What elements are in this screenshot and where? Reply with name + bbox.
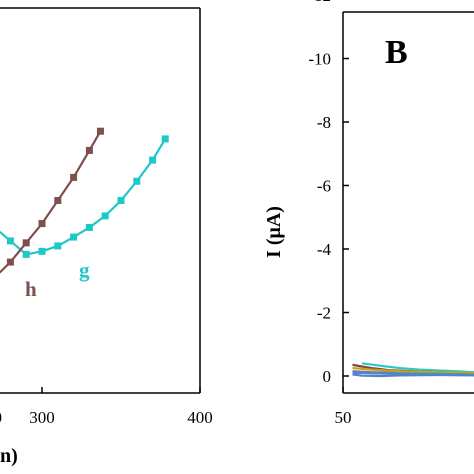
panel-b-series-line-1 bbox=[361, 362, 474, 375]
panel-b-y-tick-label: -8 bbox=[317, 113, 331, 132]
panel-a-data-point bbox=[6, 237, 14, 245]
panel-a-tick-label-fragment: 0 bbox=[0, 408, 2, 427]
panel-a-data-point bbox=[117, 197, 125, 204]
panel-a-data-point bbox=[85, 223, 93, 231]
panel-a-data-point bbox=[149, 156, 157, 164]
panel-a-data-point bbox=[161, 135, 169, 143]
panel-b-y-tick-label: -10 bbox=[308, 50, 331, 69]
panel-b-series-line-0 bbox=[352, 373, 474, 378]
panel-b-letter: B bbox=[385, 34, 408, 71]
panel-a-data-point bbox=[85, 146, 93, 154]
panel-a-data-point bbox=[54, 242, 62, 250]
panel-b-ylabel: I (μA) bbox=[263, 206, 285, 258]
panel-a-series-line-h bbox=[0, 130, 102, 274]
panel-a-xlabel-fragment: n) bbox=[0, 445, 18, 467]
panel-a-data-point bbox=[38, 220, 46, 228]
annotation-g: g bbox=[79, 258, 90, 282]
panel-b-y-tick-label: -6 bbox=[317, 177, 331, 196]
panel-b: -12 -10 -8 -6 -4 -2 0 50 B I (μA) bbox=[263, 0, 474, 427]
panel-b-y-tick-label: 0 bbox=[323, 367, 332, 386]
panel-b-x-tick-label: 50 bbox=[335, 408, 352, 427]
panel-b-y-tick-label: -12 bbox=[308, 0, 331, 5]
panel-b-series-line-4 bbox=[352, 366, 474, 375]
panel-a-x-tick-label: 400 bbox=[187, 408, 213, 427]
panel-b-series bbox=[352, 362, 474, 378]
panel-a-series bbox=[0, 127, 169, 274]
panel-a-data-point bbox=[70, 173, 78, 181]
panel-a-data-point bbox=[54, 197, 62, 204]
panel-a-data-point bbox=[133, 177, 141, 185]
panel-a-x-tick-label: 300 bbox=[29, 408, 55, 427]
panel-b-series-line-5 bbox=[352, 371, 474, 376]
panel-a-data-point bbox=[22, 250, 30, 258]
panel-a-data-point bbox=[6, 258, 14, 266]
panel-a-data-point bbox=[70, 233, 78, 241]
panel-a-data-point bbox=[101, 212, 109, 220]
panel-a-data-point bbox=[96, 127, 104, 135]
panel-a-x-ticks: 300 400 bbox=[29, 387, 213, 427]
panel-b-ticks: -12 -10 -8 -6 -4 -2 0 50 bbox=[308, 0, 351, 427]
panel-a-data-point bbox=[38, 247, 46, 255]
panel-a: 300 400 0 n) g h bbox=[0, 7, 213, 467]
panel-a-data-point bbox=[22, 239, 30, 247]
panel-a-series-line-g bbox=[0, 138, 167, 256]
panel-b-y-tick-label: -4 bbox=[317, 240, 332, 259]
panel-b-y-tick-label: -2 bbox=[317, 304, 331, 323]
annotation-h: h bbox=[25, 277, 37, 301]
